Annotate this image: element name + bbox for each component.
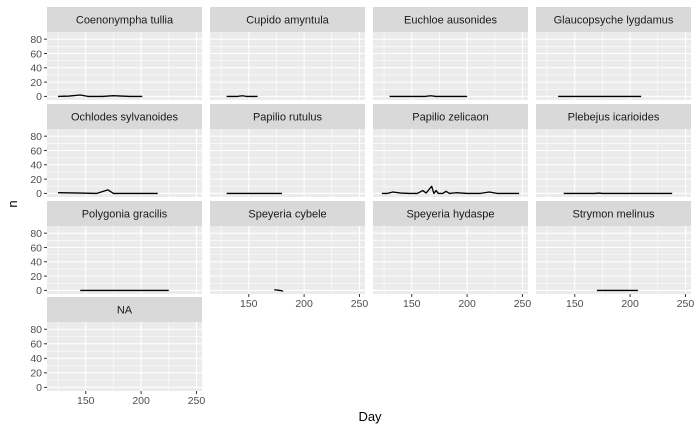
facet-strip-label: Ochlodes sylvanoides	[71, 112, 179, 124]
facet-strip-label: Papilio zelicaon	[412, 112, 488, 124]
facet-strip	[47, 201, 202, 226]
facet-panel: Ochlodes sylvanoides 0 20 40 60 80	[30, 104, 202, 200]
x-tick-label: 150	[566, 298, 584, 310]
y-tick-label: 20	[30, 271, 42, 283]
y-tick-label: 60	[30, 145, 42, 157]
y-tick-label: 0	[36, 382, 42, 394]
facet-strip	[210, 104, 365, 129]
y-tick-label: 80	[30, 324, 42, 336]
y-tick-label: 0	[36, 285, 42, 297]
y-tick-label: 20	[30, 77, 42, 89]
series-line	[274, 289, 284, 292]
panel-background	[373, 226, 528, 294]
x-tick-label: 200	[295, 298, 313, 310]
y-tick-label: 80	[30, 34, 42, 46]
facet-panel: Strymon melinus 150 200 250	[536, 201, 694, 310]
x-tick-label: 150	[403, 298, 421, 310]
y-axis-title: n	[5, 200, 20, 207]
y-tick-label: 40	[30, 257, 42, 269]
facet-strip-label: Coenonympha tullia	[76, 15, 174, 27]
panel-background	[373, 129, 528, 197]
facet-strip-label: Polygonia gracilis	[82, 209, 168, 221]
facet-strip	[210, 201, 365, 226]
y-tick-label: 0	[36, 188, 42, 200]
facet-strip	[210, 7, 365, 32]
facet-strip-label: NA	[117, 305, 133, 317]
x-tick-label: 200	[458, 298, 476, 310]
facet-panel: NA 0 20 40 60 80 150 200 250	[30, 297, 205, 407]
panel-background	[47, 226, 202, 294]
facet-strip-label: Speyeria cybele	[248, 209, 326, 221]
facet-panel: Papilio zelicaon	[373, 104, 528, 197]
x-tick-label: 250	[188, 395, 206, 407]
facet-strip	[373, 7, 528, 32]
facet-panel: Cupido amyntula	[210, 7, 365, 100]
facet-strip	[47, 297, 202, 322]
x-tick-label: 250	[677, 298, 695, 310]
panel-background	[47, 322, 202, 391]
panel-background	[536, 226, 691, 294]
facet-strip-label: Speyeria hydaspe	[406, 209, 494, 221]
facet-strip	[47, 104, 202, 129]
facet-panel: Speyeria hydaspe 150 200 250	[373, 201, 531, 310]
facet-strip-label: Cupido amyntula	[246, 15, 329, 27]
x-tick-label: 250	[351, 298, 369, 310]
series-line	[58, 189, 158, 195]
panel-background	[210, 32, 365, 100]
y-tick-label: 40	[30, 160, 42, 172]
panel-background	[210, 129, 365, 197]
facet-strip	[536, 7, 691, 32]
x-tick-label: 150	[77, 395, 95, 407]
facet-strip-label: Strymon melinus	[573, 209, 655, 221]
facet-panel: Speyeria cybele 150 200 250	[210, 201, 368, 310]
series-line	[226, 95, 258, 98]
facet-panel: Polygonia gracilis 0 20 40 60 80	[30, 201, 202, 297]
facet-strip-label: Euchloe ausonides	[404, 15, 497, 27]
facet-strip-label: Glaucopsyche lygdamus	[554, 15, 674, 27]
y-tick-label: 60	[30, 339, 42, 351]
x-axis-title: Day	[358, 409, 382, 424]
facet-strip-label: Plebejus icarioides	[568, 112, 660, 124]
panel-background	[536, 32, 691, 100]
facet-panels: Coenonympha tullia 0 20 40 60 80 Cupido amyntu…	[30, 7, 694, 407]
facet-panel: Plebejus icarioides	[536, 104, 691, 197]
y-tick-label: 40	[30, 63, 42, 75]
facet-panel: Glaucopsyche lygdamus	[536, 7, 691, 100]
y-tick-label: 20	[30, 368, 42, 380]
y-tick-label: 0	[36, 91, 42, 103]
facet-panel: Euchloe ausonides	[373, 7, 528, 100]
facet-panel: Coenonympha tullia 0 20 40 60 80	[30, 7, 202, 103]
y-tick-label: 60	[30, 242, 42, 254]
facet-strip-label: Papilio rutulus	[253, 112, 323, 124]
x-tick-label: 250	[514, 298, 532, 310]
series-line	[381, 185, 520, 195]
series-line	[58, 94, 143, 98]
x-tick-label: 200	[132, 395, 150, 407]
y-tick-label: 60	[30, 48, 42, 60]
panel-background	[536, 129, 691, 197]
facet-strip	[536, 104, 691, 129]
facet-strip	[536, 201, 691, 226]
series-line	[389, 95, 468, 98]
x-tick-label: 150	[240, 298, 258, 310]
panel-background	[47, 129, 202, 197]
y-tick-label: 40	[30, 353, 42, 365]
facet-strip	[47, 7, 202, 32]
facet-strip	[373, 201, 528, 226]
y-tick-label: 80	[30, 131, 42, 143]
y-tick-label: 80	[30, 228, 42, 240]
facet-panel: Papilio rutulus	[210, 104, 365, 197]
y-tick-label: 20	[30, 174, 42, 186]
panel-background	[210, 226, 365, 294]
panel-background	[373, 32, 528, 100]
facet-strip	[373, 104, 528, 129]
panel-background	[47, 32, 202, 100]
x-tick-label: 200	[621, 298, 639, 310]
